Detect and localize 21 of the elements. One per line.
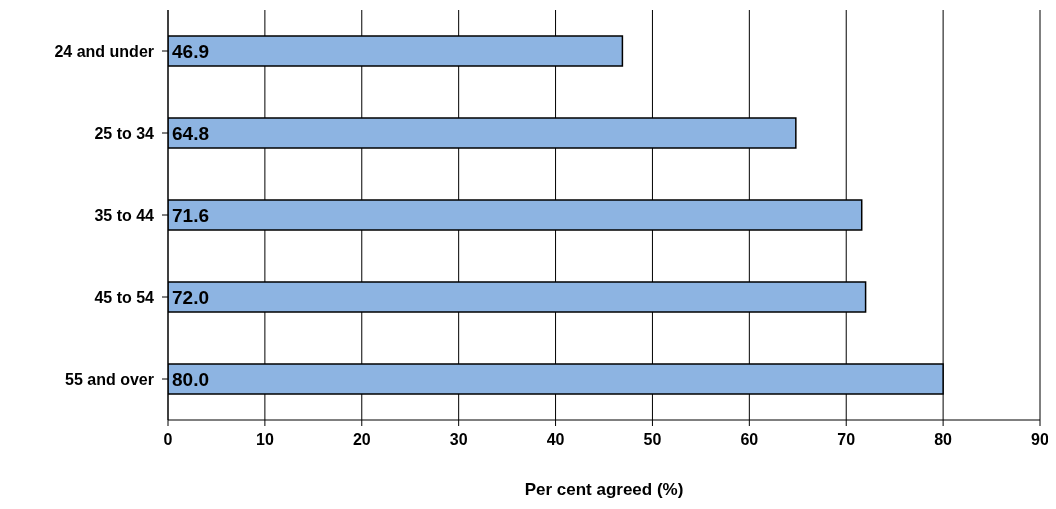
data-label: 71.6: [172, 204, 209, 226]
x-tick-label: 60: [740, 431, 759, 449]
y-tick-label: 55 and over: [65, 370, 154, 388]
x-tick-label: 70: [837, 431, 856, 449]
data-label: 46.9: [172, 40, 209, 62]
y-tick-label: 35 to 44: [94, 206, 155, 224]
x-tick-label: 0: [163, 431, 173, 449]
x-tick-label: 50: [643, 431, 662, 449]
data-label: 64.8: [172, 122, 209, 144]
y-tick-label: 25 to 34: [94, 124, 155, 142]
data-label: 80.0: [172, 368, 209, 390]
x-tick-label: 20: [352, 431, 371, 449]
x-axis-title: Per cent agreed (%): [524, 480, 684, 499]
x-tick-label: 10: [255, 431, 274, 449]
data-label: 72.0: [172, 286, 209, 308]
x-tick-label: 80: [934, 431, 953, 449]
y-tick-label: 24 and under: [54, 42, 154, 60]
x-tick-label: 40: [546, 431, 565, 449]
x-tick-label: 30: [449, 431, 468, 449]
x-tick-label: 90: [1031, 431, 1049, 449]
y-tick-label: 45 to 54: [94, 288, 155, 306]
